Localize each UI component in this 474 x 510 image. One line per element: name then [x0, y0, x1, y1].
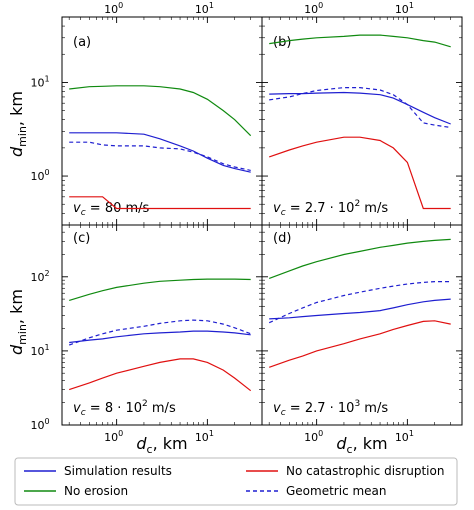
x-axis-title-right: dc, km [336, 434, 387, 456]
series-line-no-erosion [269, 34, 451, 48]
panel-label-a: (a) [73, 35, 91, 50]
series-line-no-erosion [268, 238, 451, 279]
velocity-label-c: vc = 8 · 102 m/s [73, 399, 176, 418]
plot-frame [61, 224, 263, 426]
series-line-no-catastrophic-disruption [69, 196, 251, 210]
panel-label-b: (b) [273, 35, 291, 50]
plot-frame [261, 16, 463, 226]
series-line-no-erosion [69, 85, 252, 137]
x-tick-label: 100 [104, 429, 123, 444]
y-axis-title-top: dmin, km [7, 91, 29, 157]
panel-label-d: (d) [273, 231, 291, 246]
y-axis-title-bottom: dmin, km [7, 289, 29, 355]
legend-label-geometric-mean: Geometric mean [286, 484, 387, 498]
series-line-no-catastrophic-disruption [269, 320, 451, 368]
plot-frame [261, 224, 463, 426]
x-tick-label: 100 [304, 429, 323, 444]
velocity-label-b: vc = 2.7 · 102 m/s [273, 199, 388, 218]
series-line-no-erosion [69, 278, 251, 301]
y-tick-label: 101 [30, 74, 49, 89]
x-axis-title-left: dc, km [136, 434, 187, 456]
series-line-geometric-mean [268, 281, 451, 324]
x-tick-label: 100 [304, 1, 323, 16]
legend-label-no-disruption: No catastrophic disruption [286, 464, 444, 478]
legend-label-simulation: Simulation results [64, 464, 172, 478]
x-tick-label: 101 [195, 1, 214, 16]
x-tick-label: 101 [395, 429, 414, 444]
series-line-simulation-results [69, 330, 251, 344]
y-tick-label: 100 [30, 168, 49, 183]
series-line-simulation-results [269, 298, 451, 320]
plot-frame [61, 16, 263, 226]
legend: Simulation results No catastrophic disru… [14, 457, 458, 506]
series-line-simulation-results [69, 132, 251, 173]
legend-frame [14, 457, 458, 506]
series-line-no-catastrophic-disruption [269, 136, 451, 210]
series-line-no-catastrophic-disruption [69, 358, 252, 392]
legend-label-no-erosion: No erosion [64, 484, 128, 498]
x-tick-label: 101 [395, 1, 414, 16]
series-line-geometric-mean [69, 141, 251, 171]
y-tick-label: 100 [30, 417, 49, 432]
panel-d: 100 101 [261, 224, 463, 444]
y-tick-label: 101 [30, 343, 49, 358]
series-line-simulation-results [269, 91, 451, 125]
series-line-geometric-mean [269, 86, 451, 129]
panel-label-c: (c) [73, 231, 90, 246]
panel-b: 100 101 [261, 1, 463, 226]
x-tick-label: 101 [195, 429, 214, 444]
panel-a: 100 101 100 101 [30, 1, 263, 226]
panel-c: 100 101 100 101 102 [30, 224, 263, 444]
y-tick-label: 102 [30, 269, 49, 284]
velocity-label-d: vc = 2.7 · 103 m/s [273, 399, 388, 418]
x-tick-label: 100 [104, 1, 123, 16]
